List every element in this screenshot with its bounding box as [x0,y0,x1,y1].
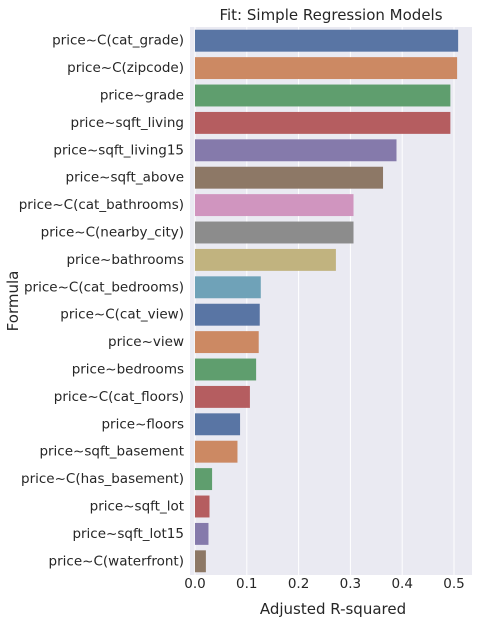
bar [195,358,257,381]
bar [195,248,336,271]
x-axis-label: Adjusted R-squared [260,600,406,618]
x-tick-label: 0.2 [288,576,309,592]
plot-background [190,27,472,575]
category-label: price~C(cat_view) [60,307,184,323]
x-tick-labels: 0.0 0.1 0.2 0.3 0.4 0.5 [184,576,464,592]
x-tick-label: 0.5 [443,576,464,592]
category-label: price~sqft_lot15 [72,526,184,542]
x-tick-label: 0.3 [340,576,361,592]
x-tick-label: 0.0 [184,576,205,592]
x-tick-label: 0.4 [391,576,412,592]
category-label: price~sqft_living15 [53,142,184,158]
bar [195,221,354,244]
category-label: price~C(cat_bedrooms) [24,279,184,295]
category-label: price~C(cat_floors) [54,389,184,405]
bar [195,440,238,463]
category-label: price~sqft_basement [39,444,184,460]
category-label: price~sqft_living [71,115,184,131]
bar [195,331,259,354]
bar [195,139,397,162]
x-tick-label: 0.1 [236,576,257,592]
category-labels: price~C(cat_grade) price~C(zipcode) price~… [19,33,184,570]
y-axis-label: Formula [4,271,22,332]
category-label: price~view [108,334,184,350]
bar [195,303,260,326]
category-label: price~bathrooms [66,252,184,268]
chart-title: Fit: Simple Regression Models [219,6,442,24]
category-label: price~bedrooms [72,362,184,378]
category-label: price~C(waterfront) [49,553,184,569]
category-label: price~C(zipcode) [67,60,184,76]
category-label: price~sqft_lot [90,499,184,515]
category-label: price~C(cat_grade) [52,33,184,49]
bar [195,84,451,107]
category-label: price~C(has_basement) [21,471,184,487]
category-label: price~floors [101,416,184,432]
bar [195,385,250,408]
bar [195,276,261,299]
bar [195,495,210,518]
bar [195,29,459,52]
bar [195,522,209,545]
bar [195,166,384,189]
bar [195,413,241,436]
bar [195,194,354,217]
category-label: price~sqft_above [66,170,184,186]
category-label: price~C(cat_bathrooms) [19,197,184,213]
bar [195,550,206,573]
category-label: price~grade [100,88,184,104]
bars [195,29,459,573]
bar [195,57,458,80]
bar [195,468,213,491]
category-label: price~C(nearby_city) [41,225,184,241]
bar [195,111,451,134]
